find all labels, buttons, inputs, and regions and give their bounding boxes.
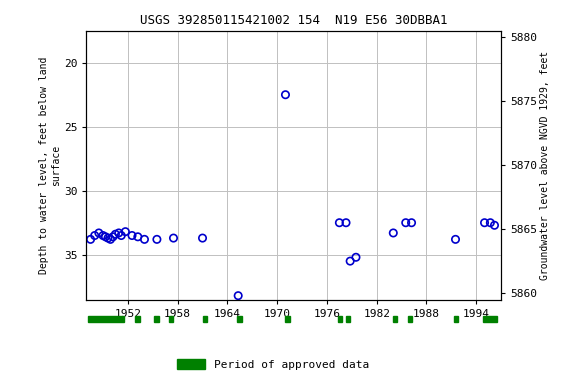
Point (490, 222, 499, 228)
Bar (393, 316, 397, 323)
Point (121, 228, 130, 235)
Point (106, 236, 115, 242)
Point (94, 230, 104, 236)
Bar (203, 316, 207, 323)
Point (486, 220, 495, 226)
Bar (169, 316, 173, 323)
Bar (483, 316, 497, 323)
Point (140, 236, 149, 242)
Y-axis label: Groundwater level above NGVD 1929, feet: Groundwater level above NGVD 1929, feet (540, 51, 550, 280)
Point (169, 235, 178, 241)
Bar (135, 316, 141, 323)
Bar (454, 316, 458, 323)
Point (98, 232, 108, 238)
Bar (338, 316, 342, 323)
Point (346, 258, 355, 264)
Point (86, 236, 95, 242)
Point (114, 230, 123, 236)
Point (101, 234, 110, 240)
Point (116, 232, 126, 238)
Point (108, 234, 118, 240)
Bar (154, 316, 160, 323)
Legend: Period of approved data: Period of approved data (173, 355, 373, 375)
Bar (88, 316, 124, 323)
Y-axis label: Depth to water level, feet below land
surface: Depth to water level, feet below land su… (40, 56, 61, 274)
Point (127, 232, 137, 238)
Point (335, 220, 344, 226)
Point (401, 220, 410, 226)
Title: USGS 392850115421002 154  N19 E56 30DBBA1: USGS 392850115421002 154 N19 E56 30DBBA1 (140, 14, 448, 27)
Point (111, 231, 120, 237)
Point (198, 235, 207, 241)
Point (389, 230, 398, 236)
Point (152, 236, 161, 242)
Point (342, 220, 351, 226)
Bar (408, 316, 412, 323)
Bar (286, 316, 290, 323)
Point (407, 220, 416, 226)
Point (281, 92, 290, 98)
Point (480, 220, 489, 226)
Point (451, 236, 460, 242)
Bar (237, 316, 241, 323)
Point (90, 232, 99, 238)
Point (133, 234, 142, 240)
Point (234, 293, 243, 299)
Point (351, 254, 361, 260)
Point (103, 235, 112, 241)
Bar (346, 316, 350, 323)
